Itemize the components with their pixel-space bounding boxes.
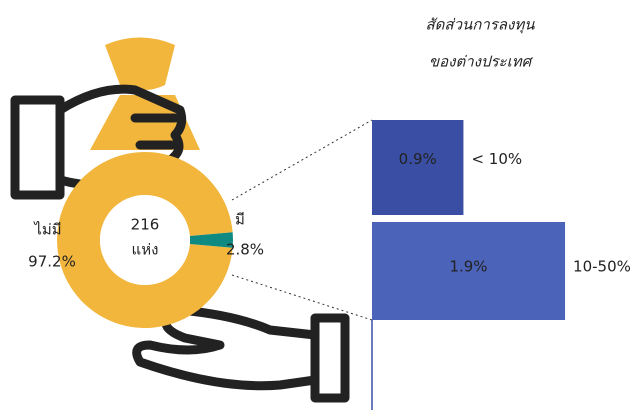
chart-title: ของต่างประเทศ: [429, 53, 534, 71]
hand-cuff: [310, 313, 350, 403]
chart-title: สัดส่วนการลงทุน: [426, 16, 536, 34]
center-label: แห่ง: [132, 241, 159, 259]
bar: [372, 222, 566, 320]
bag-top: [105, 37, 175, 90]
connector: [231, 119, 373, 201]
bar-value: 1.9%: [449, 258, 487, 276]
pie-slice: [57, 152, 233, 328]
pie-slice: [189, 232, 234, 248]
slice-label: ไม่มี: [33, 221, 61, 239]
pie-chart: ไม่มี 97.2% มี 2.8% 216 แห่ง: [28, 152, 264, 328]
open-hand: [132, 305, 320, 391]
bar-category: 10-50%: [573, 258, 631, 276]
bar-value: 0.9%: [399, 150, 437, 168]
bar-category: < 10%: [471, 150, 522, 168]
bar: [372, 120, 464, 215]
connector: [231, 274, 373, 321]
center-label: 216: [131, 216, 160, 234]
slice-value: 2.8%: [226, 241, 264, 259]
slice-value: 97.2%: [28, 253, 76, 271]
slice-label: มี: [235, 211, 245, 229]
fist-cuff: [10, 95, 65, 200]
pie-hole: [100, 195, 190, 285]
